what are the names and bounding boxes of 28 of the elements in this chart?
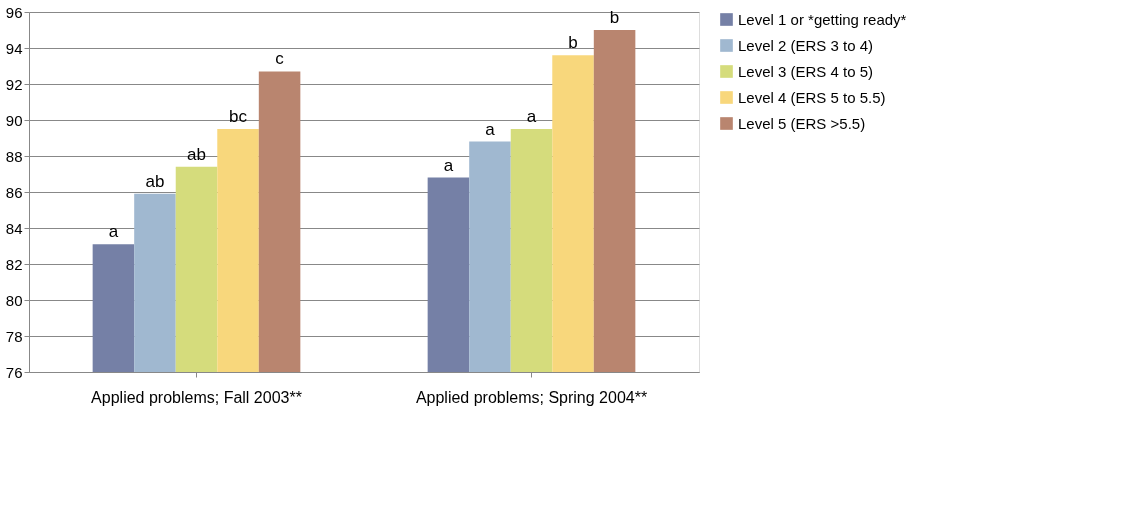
legend-label: Level 4 (ERS 5 to 5.5) [738, 88, 886, 106]
legend-label: Level 5 (ERS >5.5) [738, 114, 866, 132]
y-tick-label: 96 [5, 3, 23, 21]
y-tick-label: 76 [5, 363, 23, 381]
data-label: a [443, 155, 454, 175]
y-tick-label: 90 [5, 111, 23, 129]
y-tick-label: 82 [5, 255, 23, 273]
legend-label: Level 2 (ERS 3 to 4) [738, 36, 874, 54]
legend-label: Level 3 (ERS 4 to 5) [738, 62, 874, 80]
data-label: b [568, 33, 578, 53]
y-tick-label: 86 [5, 183, 23, 201]
data-label: ab [145, 171, 165, 191]
y-tick-label: 78 [5, 327, 23, 345]
y-tick-label: 88 [5, 147, 23, 165]
legend-label: Level 1 or *getting ready* [738, 10, 907, 28]
x-tick-label: Applied problems; Spring 2004** [415, 388, 648, 406]
data-label: c [275, 49, 285, 69]
y-tick-label: 80 [5, 291, 23, 309]
y-tick-label: 92 [5, 75, 23, 93]
data-label: a [526, 107, 537, 126]
data-label: ab [187, 144, 206, 164]
data-label: bc [229, 107, 248, 126]
data-label: a [108, 222, 119, 242]
data-label: b [609, 8, 620, 27]
y-tick-label: 84 [5, 219, 23, 237]
data-label: a [485, 119, 496, 139]
y-tick-label: 94 [5, 39, 23, 57]
x-tick-label: Applied problems; Fall 2003** [91, 388, 302, 406]
